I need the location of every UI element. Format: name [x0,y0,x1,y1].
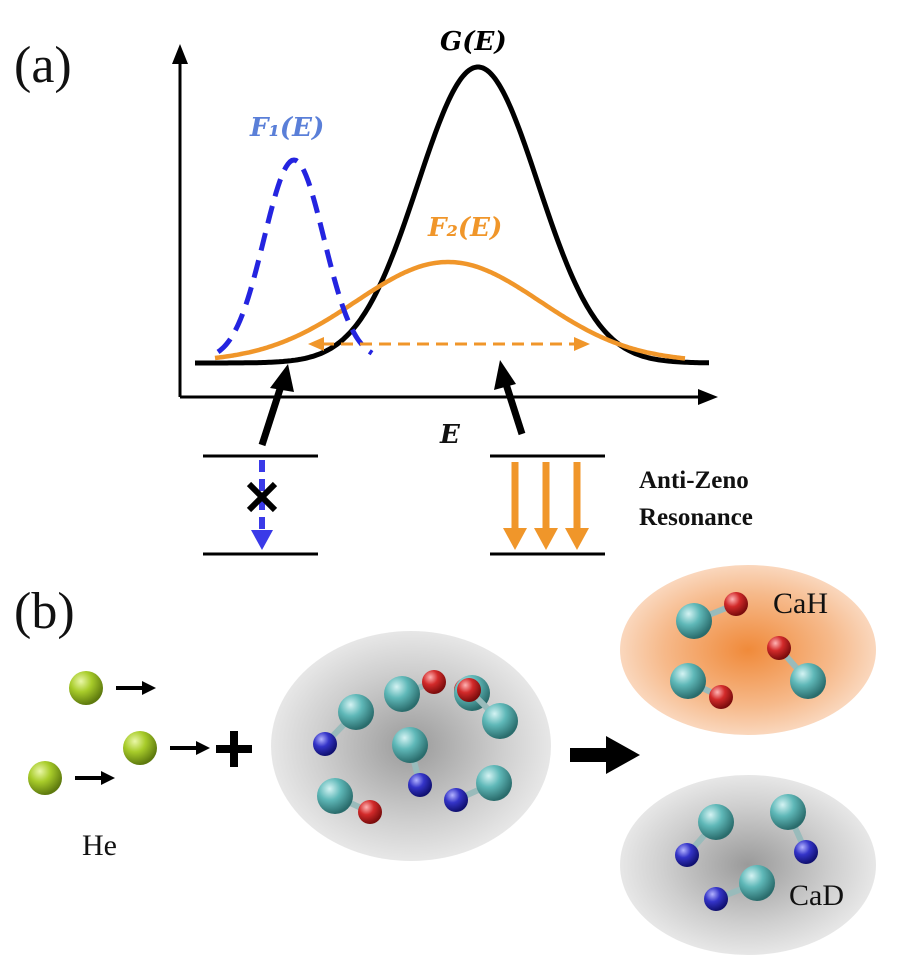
calcium-atom [739,865,775,901]
cad-molecule [313,694,374,756]
calcium-atom [698,804,734,840]
mixed-molecules [313,670,518,824]
curve-f1 [216,157,374,356]
cah-molecule [670,663,733,709]
hydrogen-atom [422,670,446,694]
cah-label: CaH [773,587,828,620]
cah-cloud [620,565,876,735]
pointer-arrow-right [494,360,526,436]
panel-a-label: (a) [14,37,72,94]
helium-atom-with-arrow [69,671,156,705]
deuterium-atom [675,843,699,867]
hydrogen-atom [457,678,481,702]
cad-molecule [770,794,818,864]
helium-atom [69,671,103,705]
helium-atom-with-arrow [123,731,210,765]
cad-molecule [444,765,512,812]
energy-spread-arrow [308,337,590,351]
anti-zeno-label-line1: Anti-Zeno [639,467,749,494]
curve-f2-label: F₂(E) [427,213,502,243]
cah-molecules [670,592,826,709]
hydrogen-atom [709,685,733,709]
calcium-atom [790,663,826,699]
calcium-atom [770,794,806,830]
helium-label: He [82,829,117,862]
deuterium-atom [794,840,818,864]
cad-label: CaD [789,879,844,912]
helium-atom [123,731,157,765]
calcium-atom [338,694,374,730]
calcium-atom [476,765,512,801]
pointer-arrow-left [258,364,294,447]
curve-g-label: G(E) [440,27,507,57]
plus-icon [216,731,252,767]
level-diagram-left [203,454,318,556]
hydrogen-atom [724,592,748,616]
calcium-atom [482,703,518,739]
deuterium-atom [444,788,468,812]
hydrogen-atom [767,636,791,660]
calcium-atom [676,603,712,639]
cah-molecule [676,592,748,639]
cad-molecule [704,865,775,911]
deuterium-atom [704,887,728,911]
reaction-arrow [570,736,640,774]
calcium-atom [384,676,420,712]
calcium-atom [670,663,706,699]
cad-molecule [675,804,734,867]
level-diagram-right [490,454,605,556]
calcium-atom [392,727,428,763]
cah-molecule [767,636,826,699]
deuterium-atom [313,732,337,756]
cad-molecules [675,794,818,911]
panel-b-label: (b) [14,583,75,640]
anti-zeno-label-line2: Resonance [639,504,753,531]
helium-atom [28,761,62,795]
curve-f1-label: F₁(E) [249,113,324,143]
x-axis-label: E [439,420,461,450]
helium-atoms [28,671,210,795]
deuterium-atom [408,773,432,797]
cad-cloud [620,775,876,955]
calcium-atom [317,778,353,814]
cad-molecule [392,727,432,797]
hydrogen-atom [358,800,382,824]
cah-molecule [384,670,446,712]
forbidden-cross-icon [246,481,278,513]
cah-molecule [457,678,518,739]
axes [172,44,718,405]
curve-f2 [214,259,686,361]
cah-molecule [317,778,382,824]
helium-atom-with-arrow [28,761,115,795]
